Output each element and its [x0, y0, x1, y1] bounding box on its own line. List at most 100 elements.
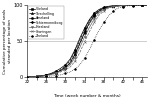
Friesland	[122, 5, 124, 6]
Terschelling	[45, 75, 47, 76]
Schiermonnikoog	[69, 63, 71, 64]
Line: Vlieland: Vlieland	[26, 4, 148, 78]
Groningen	[84, 41, 85, 42]
Friesland	[69, 64, 71, 65]
Terschelling	[55, 72, 57, 73]
Vlieland	[88, 22, 90, 23]
Vlieland	[136, 5, 138, 6]
Ameland	[60, 68, 61, 69]
Groningen	[64, 69, 66, 70]
Zeeland	[64, 73, 66, 74]
Ameland	[26, 76, 28, 78]
Groningen	[55, 73, 57, 74]
Schiermonnikoog	[40, 75, 42, 77]
Friesland	[40, 76, 42, 77]
Groningen	[112, 6, 114, 7]
Zeeland	[146, 5, 148, 6]
Schiermonnikoog	[93, 15, 95, 17]
Schiermonnikoog	[60, 70, 61, 71]
Ameland	[88, 19, 90, 20]
Groningen	[88, 31, 90, 32]
Schiermonnikoog	[132, 5, 134, 6]
Zeeland	[88, 49, 90, 50]
Terschelling	[69, 60, 71, 61]
Ameland	[117, 5, 119, 6]
Vlieland	[98, 10, 100, 12]
Schiermonnikoog	[26, 76, 28, 78]
Y-axis label: Cumulative percentage of seals
stranded per location: Cumulative percentage of seals stranded …	[3, 9, 12, 74]
Terschelling	[60, 69, 61, 70]
Ameland	[127, 5, 129, 6]
Vlieland	[60, 70, 61, 71]
Zeeland	[45, 76, 47, 77]
Schiermonnikoog	[108, 7, 109, 8]
Terschelling	[74, 51, 76, 52]
Terschelling	[26, 76, 28, 78]
Terschelling	[136, 5, 138, 6]
Groningen	[45, 75, 47, 76]
Zeeland	[103, 22, 105, 23]
Ameland	[141, 5, 143, 6]
Friesland	[112, 6, 114, 7]
Vlieland	[69, 62, 71, 63]
Terschelling	[36, 76, 38, 77]
Friesland	[74, 57, 76, 58]
Schiermonnikoog	[45, 75, 47, 76]
Vlieland	[84, 32, 85, 33]
Friesland	[26, 76, 28, 78]
Schiermonnikoog	[117, 5, 119, 7]
Zeeland	[26, 76, 28, 78]
Groningen	[132, 5, 134, 6]
Groningen	[40, 76, 42, 77]
Vlieland	[36, 76, 38, 77]
Line: Groningen: Groningen	[26, 4, 148, 78]
Ameland	[98, 9, 100, 10]
Schiermonnikoog	[136, 5, 138, 6]
Groningen	[26, 76, 28, 78]
Schiermonnikoog	[88, 23, 90, 24]
Groningen	[50, 74, 52, 75]
Groningen	[117, 5, 119, 7]
Zeeland	[79, 64, 81, 65]
Schiermonnikoog	[146, 5, 148, 6]
Groningen	[136, 5, 138, 6]
Vlieland	[141, 5, 143, 6]
Ameland	[93, 12, 95, 14]
Friesland	[132, 5, 134, 6]
Zeeland	[36, 76, 38, 78]
Ameland	[108, 6, 109, 7]
Friesland	[50, 74, 52, 75]
Terschelling	[127, 5, 129, 6]
Zeeland	[132, 5, 134, 6]
Vlieland	[146, 5, 148, 6]
Terschelling	[146, 5, 148, 6]
Ameland	[84, 28, 85, 29]
Schiermonnikoog	[127, 5, 129, 6]
Groningen	[60, 71, 61, 73]
Vlieland	[122, 5, 124, 6]
Schiermonnikoog	[141, 5, 143, 6]
Vlieland	[50, 73, 52, 75]
Terschelling	[40, 75, 42, 77]
Terschelling	[79, 40, 81, 41]
Terschelling	[122, 5, 124, 6]
Vlieland	[112, 6, 114, 7]
Zeeland	[93, 39, 95, 40]
Terschelling	[108, 6, 109, 7]
Schiermonnikoog	[31, 76, 33, 77]
Friesland	[127, 5, 129, 6]
Ameland	[74, 49, 76, 50]
Friesland	[136, 5, 138, 6]
Ameland	[55, 71, 57, 72]
Friesland	[146, 5, 148, 6]
Line: Schiermonnikoog: Schiermonnikoog	[26, 4, 148, 78]
Groningen	[103, 10, 105, 12]
Zeeland	[127, 5, 129, 7]
Zeeland	[136, 5, 138, 6]
Zeeland	[50, 76, 52, 77]
Ameland	[122, 5, 124, 6]
Groningen	[141, 5, 143, 6]
Vlieland	[26, 76, 28, 78]
Friesland	[79, 47, 81, 48]
Terschelling	[141, 5, 143, 6]
